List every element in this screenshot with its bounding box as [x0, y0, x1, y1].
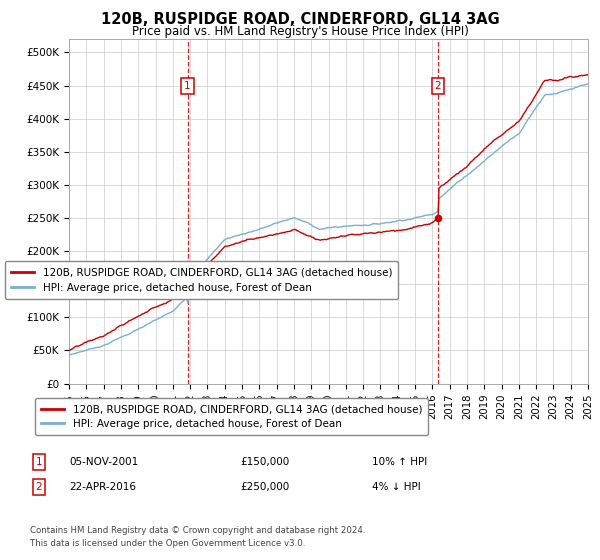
Text: This data is licensed under the Open Government Licence v3.0.: This data is licensed under the Open Gov…	[30, 539, 305, 548]
Text: £150,000: £150,000	[240, 457, 289, 467]
Text: £250,000: £250,000	[240, 482, 289, 492]
Text: 2: 2	[434, 81, 441, 91]
Text: 2: 2	[35, 482, 43, 492]
Text: Price paid vs. HM Land Registry's House Price Index (HPI): Price paid vs. HM Land Registry's House …	[131, 25, 469, 38]
Legend: 120B, RUSPIDGE ROAD, CINDERFORD, GL14 3AG (detached house), HPI: Average price, : 120B, RUSPIDGE ROAD, CINDERFORD, GL14 3A…	[5, 261, 398, 299]
Text: 120B, RUSPIDGE ROAD, CINDERFORD, GL14 3AG: 120B, RUSPIDGE ROAD, CINDERFORD, GL14 3A…	[101, 12, 499, 27]
Text: 10% ↑ HPI: 10% ↑ HPI	[372, 457, 427, 467]
Text: Contains HM Land Registry data © Crown copyright and database right 2024.: Contains HM Land Registry data © Crown c…	[30, 526, 365, 535]
Legend: 120B, RUSPIDGE ROAD, CINDERFORD, GL14 3AG (detached house), HPI: Average price, : 120B, RUSPIDGE ROAD, CINDERFORD, GL14 3A…	[35, 398, 428, 435]
Text: 1: 1	[35, 457, 43, 467]
Text: 05-NOV-2001: 05-NOV-2001	[69, 457, 138, 467]
Text: 22-APR-2016: 22-APR-2016	[69, 482, 136, 492]
Text: 4% ↓ HPI: 4% ↓ HPI	[372, 482, 421, 492]
Text: 1: 1	[184, 81, 191, 91]
